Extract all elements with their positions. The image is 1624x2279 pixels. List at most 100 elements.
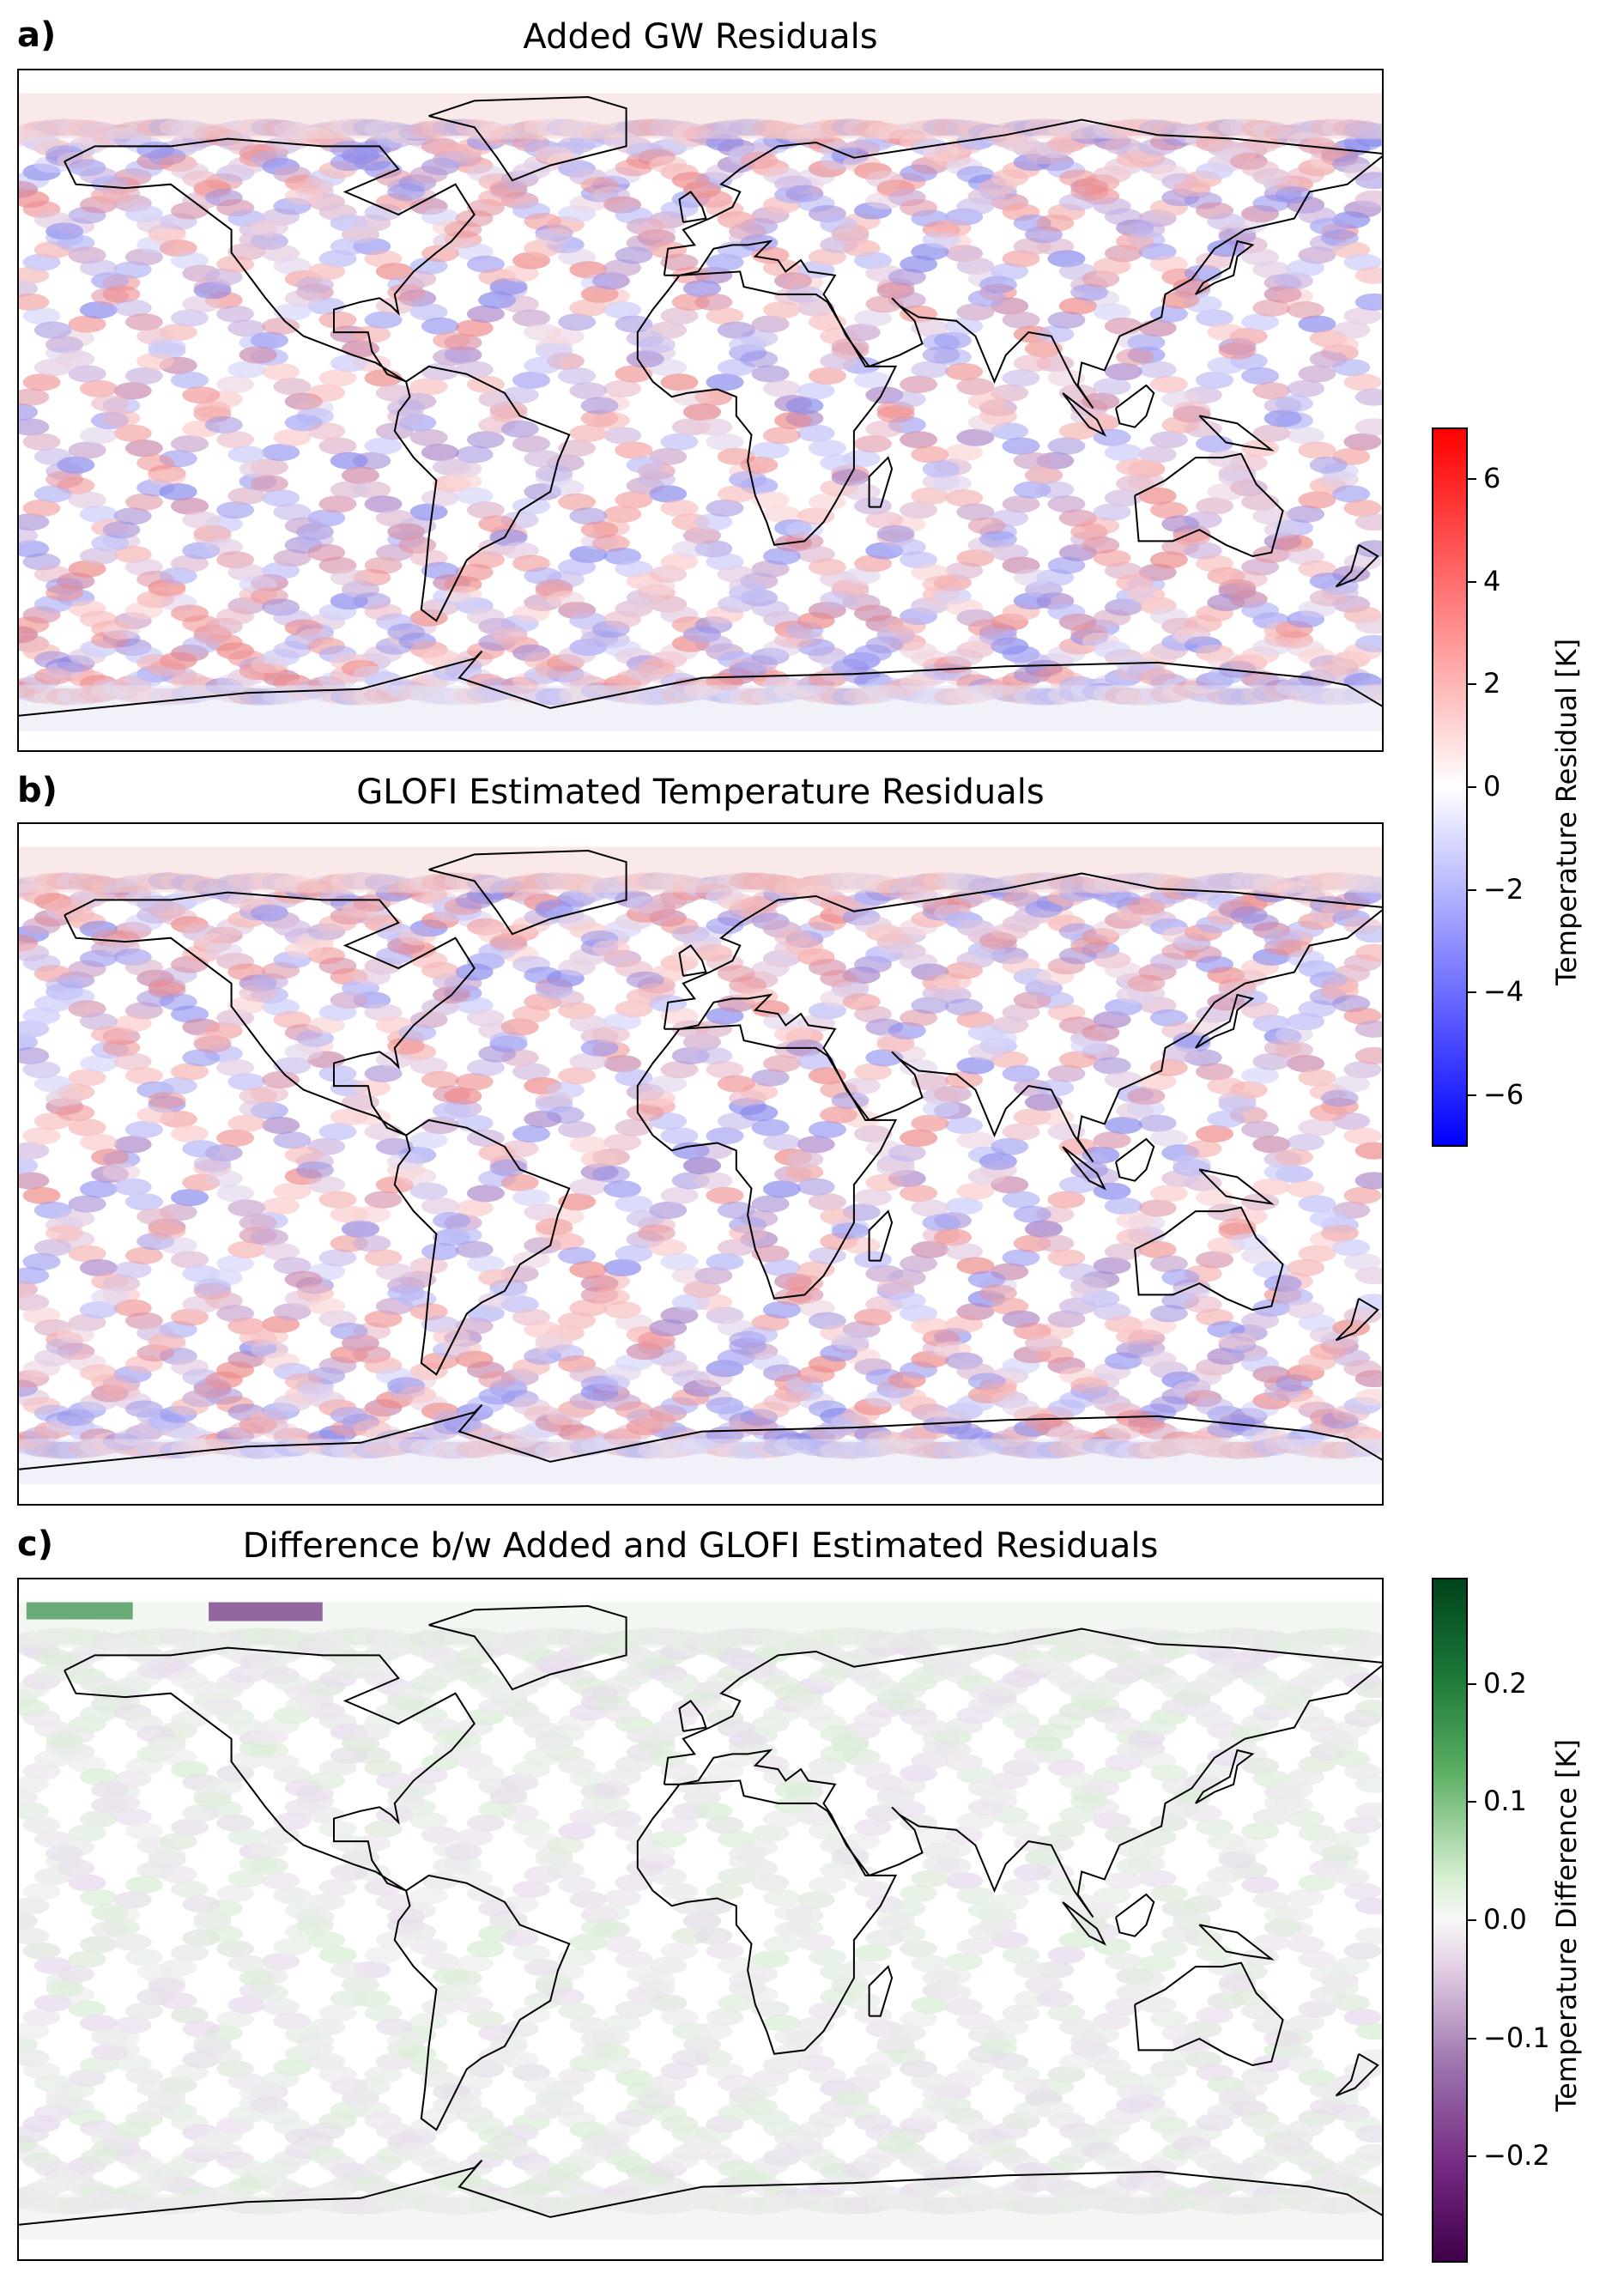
- swath-sample: [569, 1015, 608, 1033]
- swath-sample: [102, 1383, 141, 1401]
- swath-sample: [546, 570, 585, 588]
- swath-sample: [1354, 418, 1382, 436]
- swath-sample: [19, 172, 50, 190]
- swath-sample: [239, 903, 277, 921]
- swath-sample: [1047, 671, 1086, 689]
- swath-sample: [911, 487, 949, 505]
- swath-sample: [956, 197, 995, 215]
- swath-sample: [273, 549, 312, 567]
- swath-sample: [842, 666, 881, 684]
- swath-sample: [182, 511, 221, 529]
- swath-sample: [740, 217, 779, 235]
- swath-sample: [159, 567, 197, 585]
- swath-sample: [808, 493, 846, 511]
- swath-sample: [19, 266, 50, 284]
- swath-sample: [19, 180, 38, 198]
- swath-sample: [1047, 1249, 1086, 1267]
- swath-sample: [785, 521, 824, 539]
- swath-sample: [79, 639, 118, 658]
- swath-sample: [945, 1117, 984, 1134]
- swath-sample: [227, 156, 266, 174]
- swath-sample: [1207, 140, 1245, 158]
- swath-sample: [1229, 665, 1268, 682]
- swath-sample: [45, 336, 84, 354]
- swath-sample: [353, 481, 391, 499]
- swath-sample: [409, 428, 448, 446]
- swath-sample: [535, 1336, 573, 1354]
- swath-sample: [68, 246, 106, 264]
- swath-sample: [615, 890, 653, 908]
- swath-sample: [1093, 303, 1131, 321]
- swath-sample: [580, 285, 619, 303]
- swath-sample: [626, 456, 664, 474]
- swath-sample: [387, 623, 426, 641]
- swath-sample: [1263, 177, 1302, 195]
- swath-sample: [637, 229, 676, 247]
- swath-sample: [19, 190, 50, 208]
- swath-sample: [967, 174, 1006, 192]
- swath-sample: [637, 336, 676, 354]
- swath-sample: [1320, 229, 1359, 247]
- swath-sample: [865, 615, 904, 633]
- swath-sample: [433, 1212, 471, 1230]
- swath-sample: [193, 282, 232, 300]
- swath-sample: [22, 163, 61, 181]
- swath-sample: [1161, 515, 1200, 533]
- swath-sample: [1116, 664, 1154, 681]
- swath-sample: [22, 553, 61, 571]
- swath-sample: [1309, 589, 1348, 607]
- swath-sample: [91, 1374, 130, 1391]
- swath-sample: [1047, 311, 1086, 329]
- swath-sample: [295, 183, 334, 201]
- swath-sample: [637, 148, 676, 167]
- panel-a-map: [17, 69, 1384, 752]
- swath-sample: [785, 1275, 824, 1293]
- swath-sample: [68, 136, 106, 155]
- swath-sample: [956, 378, 995, 396]
- swath-sample: [295, 1276, 334, 1294]
- swath-sample: [591, 631, 630, 649]
- swath-sample: [364, 495, 403, 513]
- swath-sample: [945, 561, 984, 579]
- swath-sample: [660, 1252, 699, 1270]
- swath-sample: [979, 276, 1017, 294]
- swath-sample: [159, 213, 197, 231]
- swath-sample: [649, 565, 688, 583]
- swath-sample: [900, 551, 938, 569]
- swath-sample: [933, 143, 972, 161]
- swath-sample: [558, 1002, 597, 1020]
- swath-sample: [660, 1127, 699, 1145]
- swath-sample: [22, 1397, 61, 1415]
- swath-sample: [1229, 215, 1268, 233]
- swath-sample: [239, 585, 277, 603]
- swath-sample: [1036, 141, 1075, 159]
- swath-sample: [1309, 330, 1348, 348]
- swath-sample: [239, 473, 277, 490]
- swath-sample: [148, 658, 186, 676]
- swath-sample: [1093, 1303, 1131, 1321]
- swath-sample: [102, 274, 141, 292]
- swath-sample: [512, 644, 550, 662]
- swath-sample: [364, 495, 403, 513]
- swath-sample: [808, 136, 846, 154]
- swath-sample: [569, 194, 608, 212]
- swath-sample: [79, 427, 118, 445]
- swath-sample: [865, 191, 904, 209]
- swath-sample: [1275, 534, 1313, 552]
- swath-sample: [204, 617, 243, 635]
- swath-sample: [762, 920, 801, 938]
- swath-sample: [113, 639, 152, 656]
- swath-sample: [1354, 1370, 1382, 1388]
- swath-sample: [159, 356, 197, 374]
- swath-sample: [751, 1069, 790, 1087]
- swath-sample: [353, 214, 391, 232]
- swath-sample: [797, 545, 835, 563]
- swath-sample: [1320, 1411, 1359, 1429]
- swath-sample: [1036, 1346, 1075, 1364]
- swath-sample: [797, 1366, 835, 1384]
- swath-sample: [751, 365, 790, 383]
- swath-sample: [295, 931, 334, 949]
- swath-sample: [1161, 291, 1200, 309]
- swath-sample: [227, 209, 266, 227]
- swath-sample: [1002, 135, 1040, 153]
